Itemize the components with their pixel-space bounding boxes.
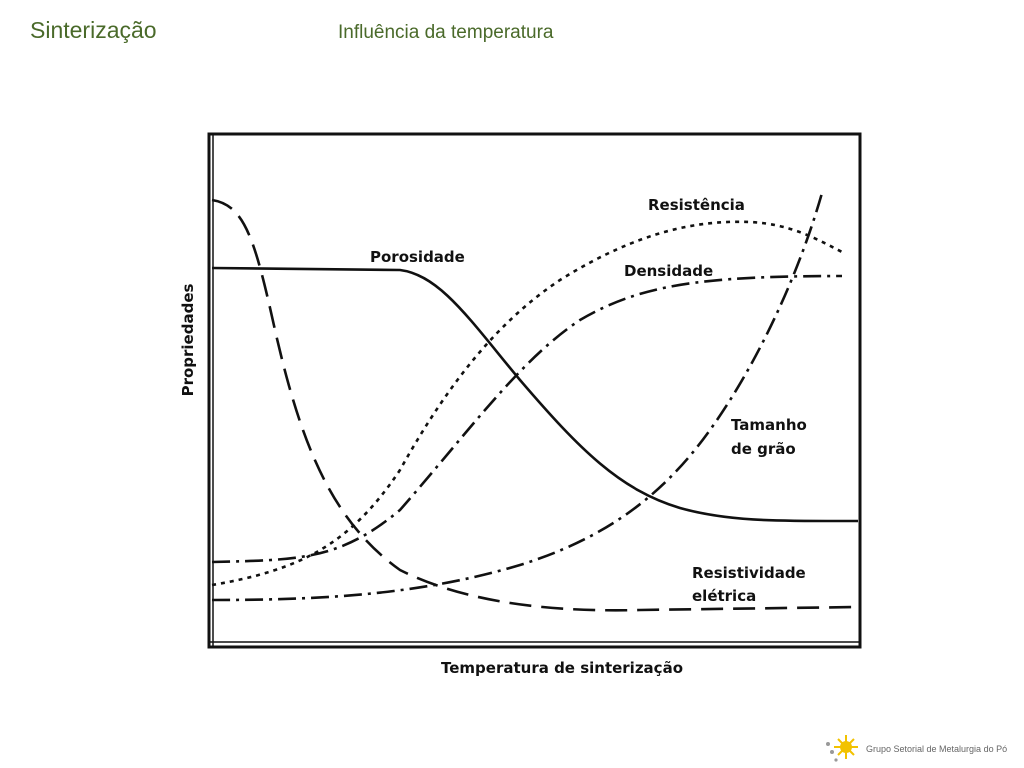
curve-label: Densidade (624, 262, 713, 280)
x-axis-label: Temperatura de sinterização (441, 659, 683, 677)
footer-text: Grupo Setorial de Metalurgia do Pó (866, 744, 1007, 754)
curve-label: Resistividade (692, 564, 806, 582)
y-axis-label: Propriedades (179, 284, 197, 397)
curve-label: de grão (731, 440, 796, 458)
curve-resistividade (211, 198, 859, 612)
curve-densidade (211, 274, 843, 564)
slide-subtitle: Influência da temperatura (338, 22, 554, 43)
plot-frame (207, 132, 862, 649)
curve-label: Porosidade (370, 248, 465, 266)
curve-label: Resistência (648, 196, 745, 214)
curve-tamanho-grao (211, 192, 824, 602)
curve-label: Tamanho (731, 416, 807, 434)
curve-resistencia (211, 220, 843, 587)
footer-logo (826, 735, 858, 762)
slide-title: Sinterização (30, 17, 157, 43)
curve-label: elétrica (692, 587, 756, 605)
curve-porosidade (211, 266, 859, 523)
